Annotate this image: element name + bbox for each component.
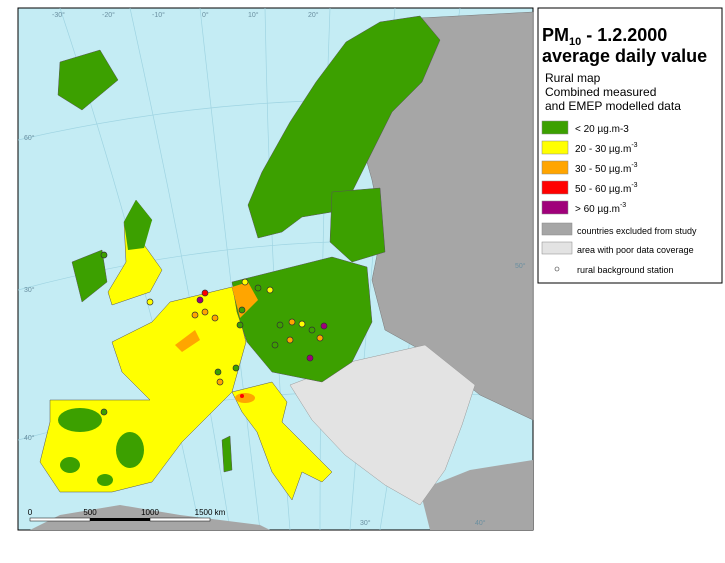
legend-label: 20 - 30 µg.m-3 [575,142,638,155]
graticule-label: 50° [515,262,526,270]
legend-items: < 20 µg.m-320 - 30 µg.m-330 - 50 µg.m-35… [541,120,697,275]
graticule-labels: -30° -20° -10° 0° 10° 20° 30° 40° 60° 50… [24,11,526,527]
legend-label-text: 30 - 50 µg.m [575,164,631,175]
graticule-label: 30° [24,286,35,294]
legend-label-text: > 60 µg.m [575,204,620,215]
excluded-africa [30,505,270,530]
graticule-label: -20° [102,11,115,19]
iberia-green-patches [58,408,144,486]
scale-label: 1000 [141,508,159,517]
poor-coverage [289,344,476,506]
graticule-label: 60° [24,134,35,142]
legend-label-text: countries excluded from study [577,226,697,236]
sardinia [221,435,233,473]
baltics [329,187,386,263]
legend-label-text: area with poor data coverage [577,245,694,255]
scale-bar: 0 500 1000 1500 km [28,508,226,522]
legend-swatch [541,140,569,155]
graticule-label: 40° [24,434,35,442]
legend-swatch [541,160,569,175]
subtitle: Combined measured [545,85,656,99]
legend-label: < 20 µg.m-3 [575,124,629,135]
legend-label: area with poor data coverage [577,245,694,255]
graticule-label: 40° [475,519,486,527]
graticule-label: 20° [308,11,319,19]
legend-swatch [541,222,573,236]
legend-label: countries excluded from study [577,226,697,236]
legend-label-sup: -3 [620,202,626,209]
scale-label: 500 [83,508,97,517]
legend-box [537,7,723,284]
legend-swatch [541,200,569,215]
legend-swatch [541,180,569,195]
benelux [232,282,258,318]
italy [231,381,333,501]
map: 0 500 1000 1500 km -30° -20° -10° 0° 10°… [17,7,534,531]
legend-station-symbol [554,266,560,272]
orange-patch [175,330,200,352]
hotspot [240,394,244,398]
legend-label-sup: -3 [631,142,637,149]
subtitle: and EMEP modelled data [545,99,681,113]
graticule-label: 30° [360,519,371,527]
legend-label-text: < 20 µg.m-3 [575,124,629,135]
legend-label-sup: -3 [631,162,637,169]
title-sub: 10 [569,36,581,48]
legend-label-sup: -3 [631,182,637,189]
legend-label: 30 - 50 µg.m-3 [575,162,638,175]
scale-label: 1500 km [195,508,226,517]
legend-label-text: 50 - 60 µg.m [575,184,631,195]
ireland [71,249,108,303]
legend-label-text: 20 - 30 µg.m [575,144,631,155]
iceland [57,49,119,111]
subtitle: Rural map [545,71,601,85]
title-rest: - 1.2.2000 [581,25,667,45]
legend-label: > 60 µg.m-3 [575,202,626,215]
scale-label: 0 [28,508,33,517]
title-main: PM [542,25,569,45]
legend-label: rural background station [577,265,674,275]
excluded-turkey [420,460,533,530]
legend-swatch [541,120,569,135]
scotland [124,200,152,250]
scandinavia [247,15,441,239]
graticule-label: 0° [202,11,209,19]
title: PM10 - 1.2.2000 [542,25,667,48]
po-valley [235,393,255,403]
legend-label: 50 - 60 µg.m-3 [575,182,638,195]
stations [100,251,328,416]
title-line2: average daily value [542,46,707,66]
graticule-label: -10° [152,11,165,19]
legend-label-text: rural background station [577,265,674,275]
graticule-label: 10° [248,11,259,19]
graticule-label: -30° [52,11,65,19]
central-europe [231,256,373,383]
legend-swatch [541,241,573,255]
legend: PM10 - 1.2.2000 average daily value Rura… [537,7,723,284]
